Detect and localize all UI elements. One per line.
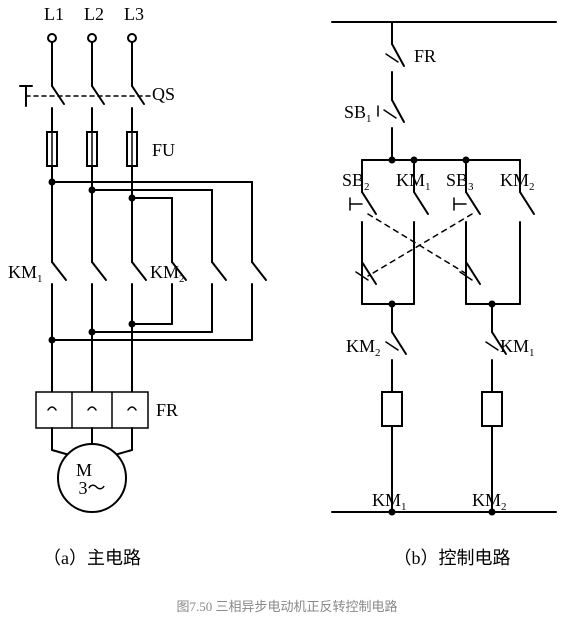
- figure-caption: 图7.50 三相异步电动机正反转控制电路: [0, 596, 574, 615]
- circuit-diagram: L1 L2 L3 QS FU KM1 KM2 FR M 3～ FR SB1 SB…: [0, 0, 574, 621]
- label-KM2: KM2: [150, 262, 185, 285]
- label-FR: FR: [156, 400, 178, 420]
- label-L1: L1: [44, 4, 64, 24]
- label-KM1: KM1: [8, 262, 43, 285]
- label-motor-3ph: 3～: [79, 478, 106, 498]
- label-interlock-KM1: KM1: [500, 336, 535, 359]
- label-KM2a: KM2: [500, 170, 535, 193]
- label-SB1: SB1: [344, 102, 372, 125]
- label-SB2: SB2: [342, 170, 370, 193]
- label-coil-KM1: KM1: [372, 490, 407, 513]
- label-L3: L3: [124, 4, 144, 24]
- label-KM1a: KM1: [396, 170, 431, 193]
- label-interlock-KM2: KM2: [346, 336, 381, 359]
- control-circuit: [332, 22, 556, 515]
- label-SB3: SB3: [446, 170, 474, 193]
- subtitle-a: （a）主电路: [43, 548, 141, 568]
- main-circuit: [20, 34, 266, 512]
- label-coil-KM2: KM2: [472, 490, 507, 513]
- label-FU: FU: [152, 140, 175, 160]
- label-motor-M: M: [76, 460, 92, 480]
- label-QS: QS: [152, 84, 175, 104]
- label-ctrl-FR: FR: [414, 46, 436, 66]
- label-L2: L2: [84, 4, 104, 24]
- diagram-svg: L1 L2 L3 QS FU KM1 KM2 FR M 3～ FR SB1 SB…: [0, 0, 574, 621]
- subtitle-b: （b）控制电路: [394, 548, 511, 568]
